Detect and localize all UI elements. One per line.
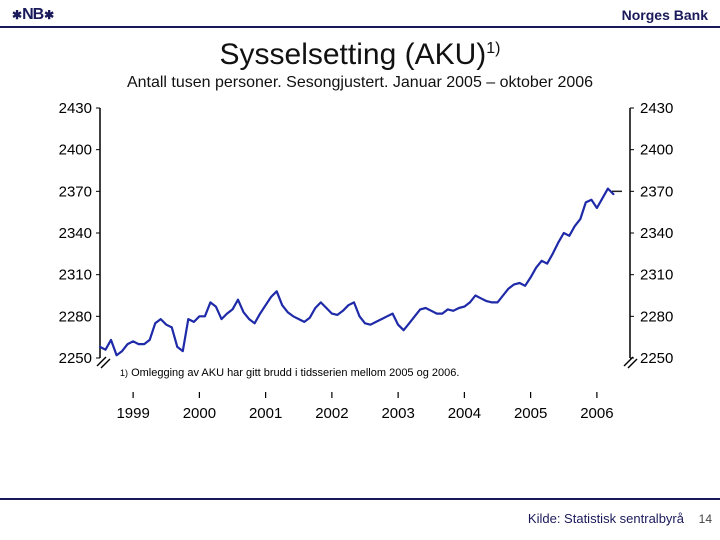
source-text: Kilde: Statistisk sentralbyrå — [528, 511, 684, 526]
svg-text:2280: 2280 — [640, 308, 673, 325]
chart-svg: 2250 2250 2280 2280 2310 2310 2340 2340 2370 2370… — [30, 98, 690, 428]
svg-text:2001: 2001 — [249, 405, 282, 422]
svg-text:2005: 2005 — [514, 405, 547, 422]
page-subtitle: Antall tusen personer. Sesongjustert. Ja… — [0, 74, 720, 92]
page-number: 14 — [699, 512, 712, 526]
svg-text:2250: 2250 — [59, 350, 92, 367]
svg-text:1) Omlegging av AKU har gitt b: 1) Omlegging av AKU har gitt brudd i tid… — [120, 367, 459, 379]
svg-text:2250: 2250 — [640, 350, 673, 367]
org-name: Norges Bank — [622, 7, 708, 23]
svg-text:2400: 2400 — [59, 142, 92, 159]
page-title: Sysselsetting (AKU)1) — [0, 38, 720, 72]
divider-top — [0, 26, 720, 28]
nb-logo: ✱NB✱ — [12, 6, 53, 24]
svg-text:2002: 2002 — [315, 405, 348, 422]
svg-text:2430: 2430 — [59, 100, 92, 117]
divider-bottom — [0, 498, 720, 500]
svg-text:2310: 2310 — [59, 267, 92, 284]
svg-text:2000: 2000 — [183, 405, 216, 422]
svg-text:2340: 2340 — [640, 225, 673, 242]
svg-text:2370: 2370 — [59, 183, 92, 200]
svg-text:2340: 2340 — [59, 225, 92, 242]
svg-text:1999: 1999 — [116, 405, 149, 422]
svg-text:2006: 2006 — [580, 405, 613, 422]
svg-text:2280: 2280 — [59, 308, 92, 325]
svg-text:2004: 2004 — [448, 405, 481, 422]
svg-text:2400: 2400 — [640, 142, 673, 159]
svg-text:2430: 2430 — [640, 100, 673, 117]
svg-text:2003: 2003 — [381, 405, 414, 422]
svg-text:2370: 2370 — [640, 183, 673, 200]
svg-text:2310: 2310 — [640, 267, 673, 284]
header: ✱NB✱ Norges Bank — [0, 0, 720, 26]
line-chart: 2250 2250 2280 2280 2310 2310 2340 2340 2370 2370… — [30, 98, 690, 428]
